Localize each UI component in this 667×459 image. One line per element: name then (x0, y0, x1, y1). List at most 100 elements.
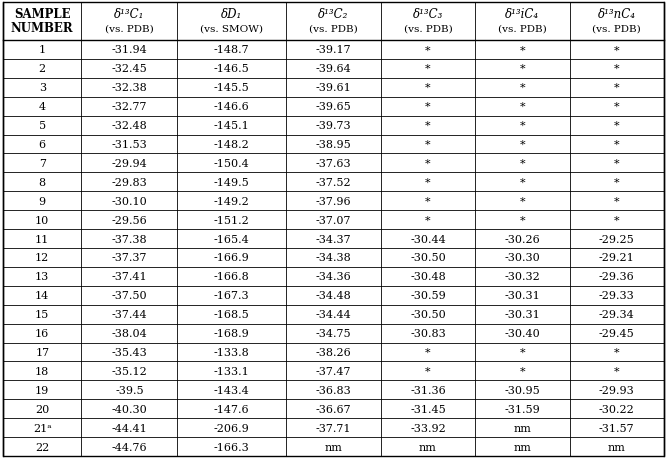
Text: -32.38: -32.38 (111, 83, 147, 93)
Text: *: * (614, 366, 620, 376)
Text: 15: 15 (35, 309, 49, 319)
Text: *: * (614, 140, 620, 150)
Text: -149.5: -149.5 (214, 178, 249, 187)
Text: -32.45: -32.45 (111, 64, 147, 74)
Text: (vs. PDB): (vs. PDB) (309, 24, 358, 34)
Text: 5: 5 (39, 121, 46, 131)
Text: -30.31: -30.31 (504, 291, 540, 301)
Text: *: * (520, 83, 525, 93)
Text: -31.45: -31.45 (410, 404, 446, 414)
Text: *: * (614, 215, 620, 225)
Text: -29.94: -29.94 (111, 158, 147, 168)
Text: -29.45: -29.45 (599, 328, 635, 338)
Text: -168.5: -168.5 (214, 309, 249, 319)
Text: -30.40: -30.40 (504, 328, 540, 338)
Text: 19: 19 (35, 385, 49, 395)
Text: -35.43: -35.43 (111, 347, 147, 357)
Text: *: * (425, 140, 431, 150)
Text: -34.75: -34.75 (315, 328, 352, 338)
Text: -146.6: -146.6 (214, 102, 249, 112)
Text: *: * (614, 83, 620, 93)
Text: *: * (614, 178, 620, 187)
Text: *: * (520, 45, 525, 56)
Text: 14: 14 (35, 291, 49, 301)
Text: -31.57: -31.57 (599, 423, 634, 433)
Text: -148.2: -148.2 (214, 140, 249, 150)
Text: -38.26: -38.26 (315, 347, 352, 357)
Text: 4: 4 (39, 102, 46, 112)
Text: nm: nm (514, 442, 532, 452)
Text: -166.8: -166.8 (214, 272, 249, 282)
Text: *: * (425, 102, 431, 112)
Text: *: * (520, 121, 525, 131)
Text: -37.96: -37.96 (315, 196, 352, 206)
Text: -36.83: -36.83 (315, 385, 352, 395)
Text: -33.92: -33.92 (410, 423, 446, 433)
Text: δ¹³nC₄: δ¹³nC₄ (598, 8, 636, 22)
Text: -31.94: -31.94 (111, 45, 147, 56)
Text: -44.41: -44.41 (111, 423, 147, 433)
Text: 16: 16 (35, 328, 49, 338)
Text: (vs. PDB): (vs. PDB) (404, 24, 452, 34)
Text: -38.95: -38.95 (315, 140, 352, 150)
Text: (vs. PDB): (vs. PDB) (498, 24, 547, 34)
Text: 18: 18 (35, 366, 49, 376)
Text: -149.2: -149.2 (214, 196, 249, 206)
Text: -39.73: -39.73 (315, 121, 352, 131)
Text: -146.5: -146.5 (214, 64, 249, 74)
Text: -206.9: -206.9 (214, 423, 249, 433)
Text: -30.83: -30.83 (410, 328, 446, 338)
Text: -30.30: -30.30 (504, 253, 540, 263)
Text: -37.47: -37.47 (315, 366, 352, 376)
Text: -29.93: -29.93 (599, 385, 635, 395)
Text: *: * (425, 83, 431, 93)
Text: *: * (520, 215, 525, 225)
Text: -30.59: -30.59 (410, 291, 446, 301)
Text: -145.5: -145.5 (214, 83, 249, 93)
Text: -40.30: -40.30 (111, 404, 147, 414)
Text: -165.4: -165.4 (214, 234, 249, 244)
Text: -145.1: -145.1 (214, 121, 249, 131)
Text: -143.4: -143.4 (214, 385, 249, 395)
Text: -39.65: -39.65 (315, 102, 352, 112)
Text: -30.50: -30.50 (410, 309, 446, 319)
Text: *: * (520, 64, 525, 74)
Text: *: * (520, 366, 525, 376)
Text: *: * (425, 64, 431, 74)
Text: -30.26: -30.26 (504, 234, 540, 244)
Text: *: * (425, 215, 431, 225)
Text: *: * (520, 140, 525, 150)
Text: -29.21: -29.21 (599, 253, 635, 263)
Text: -30.44: -30.44 (410, 234, 446, 244)
Text: *: * (425, 158, 431, 168)
Text: -133.1: -133.1 (214, 366, 249, 376)
Text: *: * (614, 102, 620, 112)
Text: 20: 20 (35, 404, 49, 414)
Text: δ¹³C₂: δ¹³C₂ (318, 8, 349, 22)
Text: *: * (614, 45, 620, 56)
Text: nm: nm (419, 442, 437, 452)
Text: *: * (520, 196, 525, 206)
Text: -39.5: -39.5 (115, 385, 143, 395)
Text: *: * (614, 196, 620, 206)
Text: -35.12: -35.12 (111, 366, 147, 376)
Text: δ¹³C₃: δ¹³C₃ (413, 8, 443, 22)
Text: -39.64: -39.64 (315, 64, 352, 74)
Text: -36.67: -36.67 (315, 404, 352, 414)
Text: -147.6: -147.6 (214, 404, 249, 414)
Text: -31.53: -31.53 (111, 140, 147, 150)
Text: δD₁: δD₁ (221, 8, 242, 22)
Text: -30.32: -30.32 (504, 272, 540, 282)
Text: -29.36: -29.36 (599, 272, 635, 282)
Text: (vs. PDB): (vs. PDB) (105, 24, 154, 34)
Text: 11: 11 (35, 234, 49, 244)
Text: -39.17: -39.17 (315, 45, 352, 56)
Text: -32.48: -32.48 (111, 121, 147, 131)
Text: -29.83: -29.83 (111, 178, 147, 187)
Text: -29.34: -29.34 (599, 309, 635, 319)
Text: *: * (425, 366, 431, 376)
Text: -30.10: -30.10 (111, 196, 147, 206)
Text: 6: 6 (39, 140, 46, 150)
Text: -31.36: -31.36 (410, 385, 446, 395)
Text: -151.2: -151.2 (214, 215, 249, 225)
